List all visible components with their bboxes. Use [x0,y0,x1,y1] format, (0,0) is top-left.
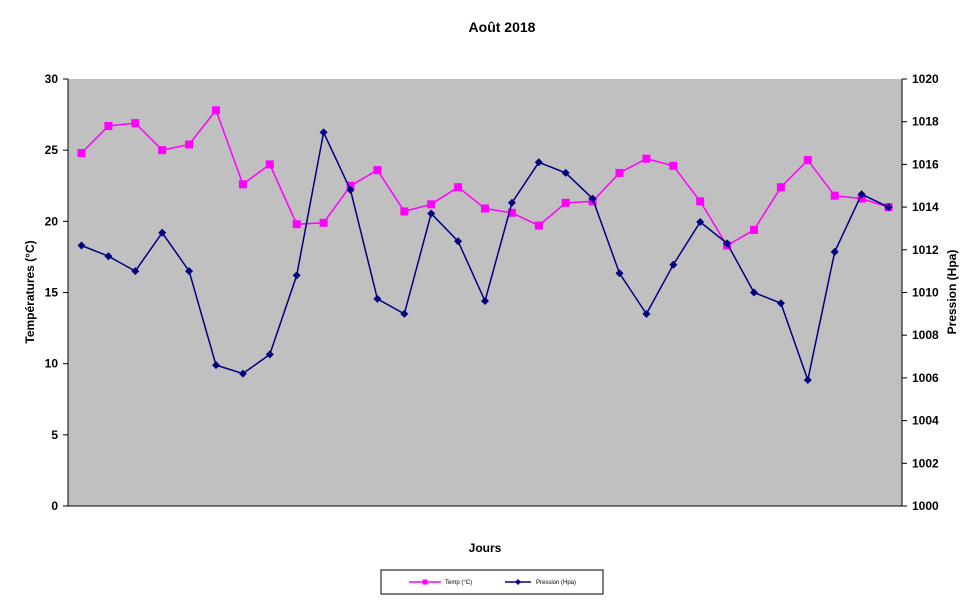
point-temperature [857,194,866,203]
point-pressure [642,309,651,318]
point-pressure [454,237,463,246]
point-pressure [292,271,301,280]
left-tick-label: 20 [45,214,59,228]
point-pressure [534,158,543,167]
point-temperature [669,161,678,170]
plot-area [68,79,902,506]
point-temperature [534,221,543,230]
point-pressure [857,190,866,199]
left-tick-label: 30 [45,72,59,86]
point-temperature [104,122,113,130]
legend-label-pression: Pression (Hpa) [536,580,576,586]
point-temperature [77,149,86,157]
right-tick-label: 1012 [912,243,939,257]
point-pressure [615,269,624,278]
point-temperature [561,198,570,207]
point-temperature [642,154,651,163]
point-pressure [696,218,705,226]
x-axis-title: Jours [469,541,502,555]
chart-title: Août 2018 [469,19,536,35]
point-pressure [427,209,436,218]
point-pressure [265,350,274,359]
point-temperature [750,225,758,234]
point-pressure [238,369,247,378]
point-pressure [803,376,812,384]
point-temperature [481,204,489,213]
right-tick-label: 1016 [912,157,939,171]
right-axis-ticks: 1000 1002 1004 1006 1008 1010 1012 1014 1016 1018… [902,72,939,513]
right-tick-label: 1006 [912,371,939,385]
point-temperature [131,119,140,128]
point-pressure [373,294,382,303]
point-temperature [346,181,355,190]
point-temperature [507,208,516,217]
left-tick-label: 15 [45,286,59,300]
point-temperature [400,207,409,216]
y-axis-left-title: Températures (°C) [23,240,37,343]
point-temperature [454,183,463,192]
point-pressure [507,198,516,207]
left-tick-label: 10 [45,357,59,371]
left-tick-label: 25 [45,143,59,157]
point-pressure [776,299,785,308]
point-pressure [346,186,355,194]
point-temperature [158,146,167,155]
point-pressure [104,252,113,261]
point-temperature [373,166,382,175]
point-pressure [212,361,220,370]
right-tick-label: 1004 [912,414,939,428]
point-pressure [561,168,570,177]
point-temperature [319,218,328,227]
left-tick-label: 0 [51,499,58,513]
point-temperature [427,200,436,209]
point-temperature [615,168,624,177]
point-pressure [884,203,893,212]
legend-marker-pression [515,579,521,585]
point-pressure [158,228,167,237]
legend-marker-temp [422,579,428,585]
point-pressure [185,267,194,276]
point-temperature [803,156,812,165]
left-axis-ticks: 0 5 10 15 20 25 30 [45,72,68,513]
point-temperature [265,160,274,169]
point-pressure [669,260,678,269]
point-temperature [185,140,194,149]
right-tick-label: 1010 [912,286,939,300]
point-pressure [319,128,328,137]
point-pressure [723,239,732,248]
right-tick-label: 1000 [912,499,939,513]
point-temperature [292,220,301,229]
point-pressure [750,288,758,297]
series-layer [77,106,893,384]
right-tick-label: 1018 [912,115,939,129]
point-pressure [830,247,839,256]
right-tick-label: 1020 [912,72,939,86]
point-pressure [77,241,86,250]
y-axis-right-title: Pression (Hpa) [945,250,959,335]
point-temperature [212,106,220,115]
left-tick-label: 5 [51,428,58,442]
right-tick-label: 1002 [912,456,939,470]
point-pressure [588,194,597,203]
point-temperature [776,183,785,192]
point-pressure [400,309,409,318]
point-temperature [696,197,705,206]
point-temperature [830,191,839,200]
legend: Temp (°C) Pression (Hpa) [380,569,604,595]
point-temperature [238,180,247,189]
point-pressure [481,297,489,305]
legend-label-temp: Temp (°C) [445,580,472,586]
right-tick-label: 1008 [912,328,939,342]
point-pressure [131,267,140,276]
right-tick-label: 1014 [912,200,939,214]
